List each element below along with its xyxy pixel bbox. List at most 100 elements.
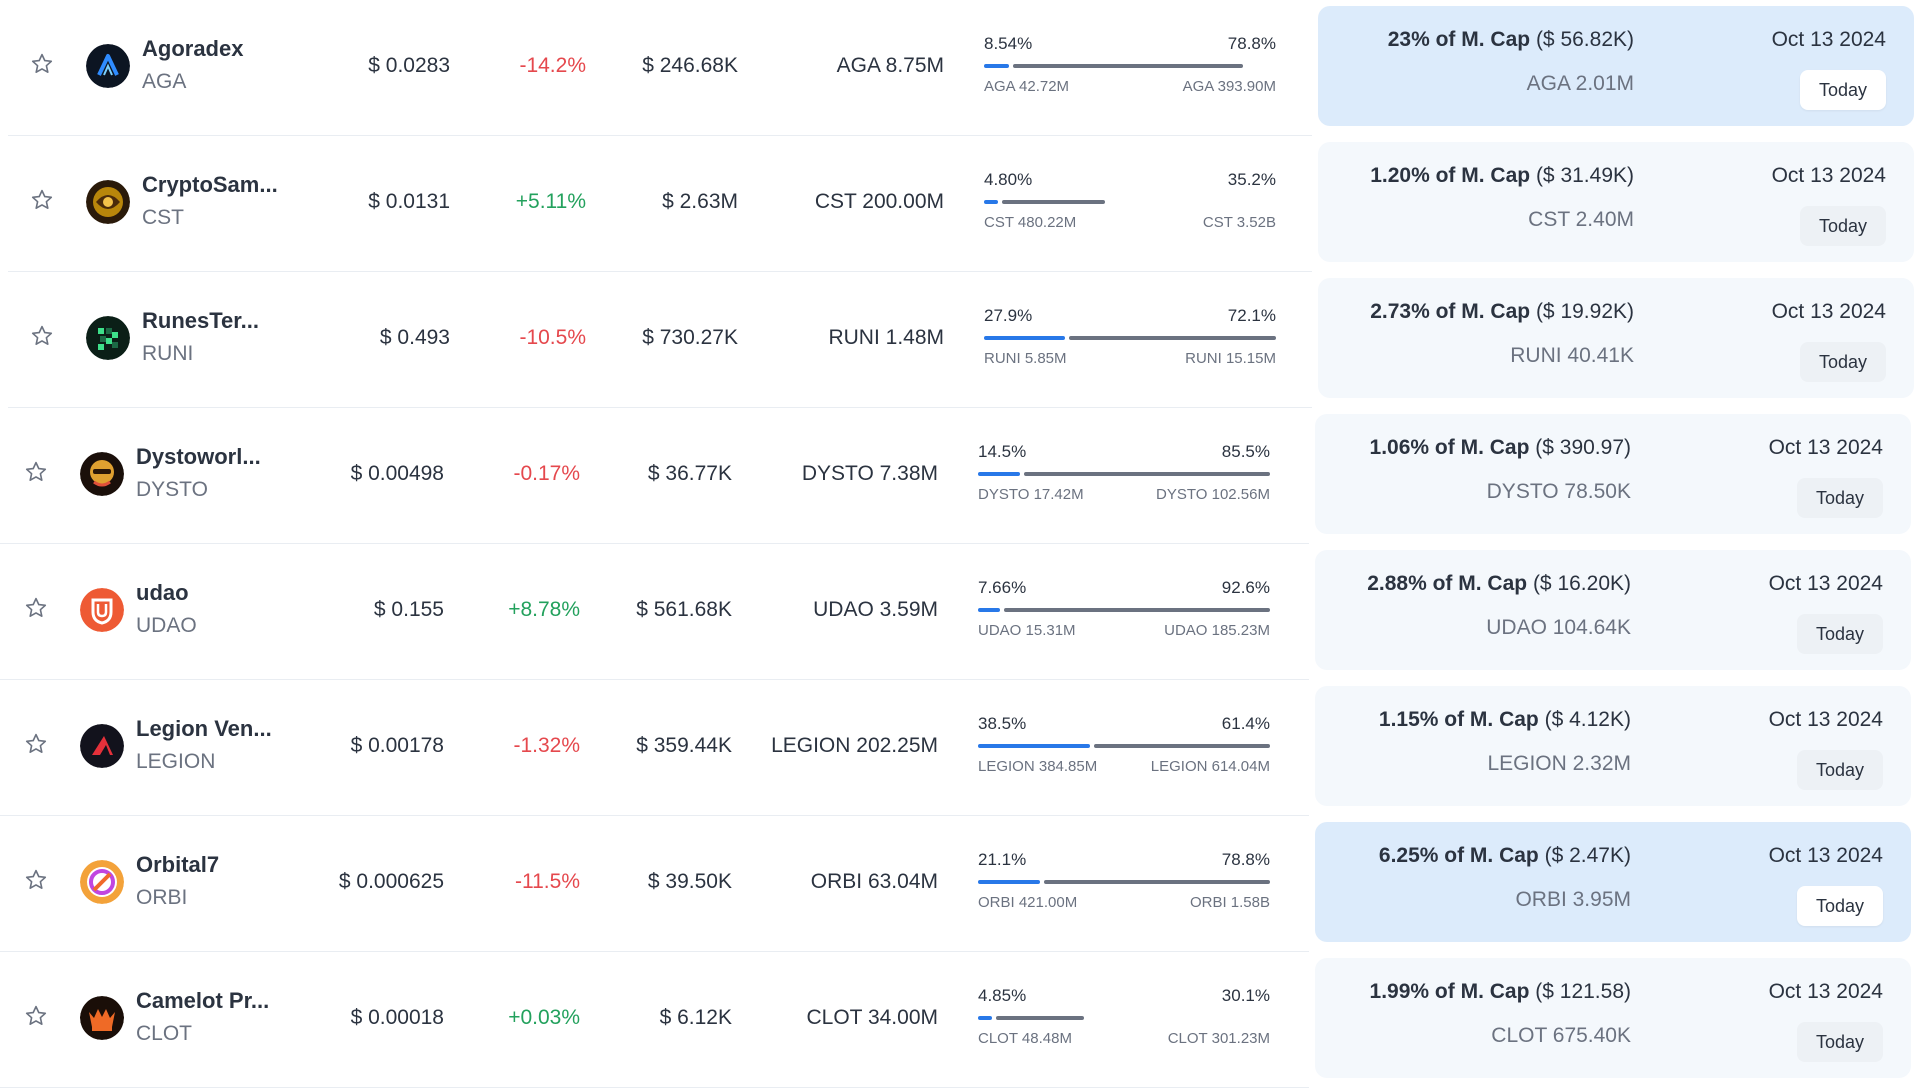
next-unlock-value: ($ 56.82K) (1535, 28, 1634, 51)
price-change: -0.17% (513, 462, 580, 485)
progress-track (978, 472, 1270, 476)
star-icon[interactable] (24, 460, 48, 484)
next-unlock-panel[interactable]: 2.88% of M. Cap ($ 16.20K) UDAO 104.64K Oc… (1315, 550, 1911, 670)
market-cap: $ 36.77K (647, 462, 732, 485)
token-name[interactable]: RunesTer... (142, 308, 259, 333)
star-icon[interactable] (24, 1004, 48, 1028)
unlock-progress: 4.80% 35.2% CST 480.22M CST 3.52B (984, 170, 1276, 240)
next-unlock-share-pct: 1.15% of M. Cap (1378, 708, 1539, 731)
star-icon[interactable] (30, 52, 54, 76)
next-unlock-date: Oct 13 2024 (1768, 572, 1883, 595)
market-cap: $ 359.44K (636, 734, 732, 757)
next-unlock-share-pct: 1.06% of M. Cap (1369, 436, 1530, 459)
today-badge[interactable]: Today (1800, 70, 1886, 110)
next-unlock-panel[interactable]: 2.73% of M. Cap ($ 19.92K) RUNI 40.41K Oct… (1318, 278, 1914, 398)
locked-percent: 61.4% (1221, 714, 1270, 733)
next-unlock-date: Oct 13 2024 (1771, 300, 1886, 323)
token-symbol: UDAO (136, 614, 197, 637)
progress-track (978, 1016, 1270, 1020)
today-badge[interactable]: Today (1797, 750, 1883, 790)
star-icon[interactable] (24, 596, 48, 620)
locked-amount: UDAO 185.23M (1164, 622, 1270, 639)
token-name[interactable]: Orbital7 (136, 852, 220, 877)
next-unlock-amount: CLOT 675.40K (1491, 1024, 1631, 1047)
star-icon[interactable] (30, 324, 54, 348)
table-row[interactable]: Orbital7 ORBI $ 0.000625 -11.5% $ 39.50K ORBI… (0, 816, 1920, 952)
unlock-progress: 38.5% 61.4% LEGION 384.85M LEGION 614.04M (978, 714, 1270, 784)
circulating-supply: RUNI 1.48M (828, 326, 944, 349)
next-unlock-date: Oct 13 2024 (1768, 980, 1883, 1003)
market-cap: $ 730.27K (642, 326, 738, 349)
star-icon[interactable] (30, 188, 54, 212)
agoradex-logo-icon (86, 44, 130, 88)
market-cap: $ 39.50K (647, 870, 732, 893)
today-badge[interactable]: Today (1797, 1022, 1883, 1062)
progress-unlocked-segment (978, 1016, 992, 1020)
next-unlock-amount: ORBI 3.95M (1515, 888, 1631, 911)
unlocked-amount: CST 480.22M (984, 214, 1077, 231)
token-name[interactable]: Camelot Pr... (136, 988, 270, 1013)
next-unlock-share: 6.25% of M. Cap ($ 2.47K) (1379, 844, 1631, 868)
table-row[interactable]: udao UDAO $ 0.155 +8.78% $ 561.68K UDAO 3.59M… (0, 544, 1920, 680)
token-symbol: CST (142, 206, 184, 229)
price-change: -14.2% (519, 54, 586, 77)
table-row[interactable]: Camelot Pr... CLOT $ 0.00018 +0.03% $ 6.12K C… (0, 952, 1920, 1088)
next-unlock-panel[interactable]: 1.20% of M. Cap ($ 31.49K) CST 2.40M Oct 1… (1318, 142, 1914, 262)
circulating-supply: DYSTO 7.38M (801, 462, 938, 485)
locked-percent: 72.1% (1227, 306, 1276, 325)
token-name[interactable]: Dystoworl... (136, 444, 261, 469)
next-unlock-amount: AGA 2.01M (1526, 72, 1634, 95)
next-unlock-date: Oct 13 2024 (1768, 436, 1883, 459)
token-name[interactable]: udao (136, 580, 189, 605)
camelot-protocol-logo-icon (80, 996, 124, 1040)
today-badge[interactable]: Today (1797, 478, 1883, 518)
next-unlock-panel[interactable]: 1.15% of M. Cap ($ 4.12K) LEGION 2.32M Oct… (1315, 686, 1911, 806)
star-icon[interactable] (24, 732, 48, 756)
next-unlock-value: ($ 16.20K) (1532, 572, 1631, 595)
token-name[interactable]: Legion Ven... (136, 716, 272, 741)
unlock-progress: 14.5% 85.5% DYSTO 17.42M DYSTO 102.56M (978, 442, 1270, 512)
locked-amount: DYSTO 102.56M (1156, 486, 1270, 503)
token-name[interactable]: CryptoSam... (142, 172, 278, 197)
token-name[interactable]: Agoradex (142, 36, 244, 61)
circulating-supply: UDAO 3.59M (813, 598, 938, 621)
unlocked-amount: CLOT 48.48M (978, 1030, 1072, 1047)
token-price: $ 0.000625 (338, 870, 444, 893)
progress-locked-segment (1013, 64, 1243, 68)
next-unlock-panel[interactable]: 23% of M. Cap ($ 56.82K) AGA 2.01M Oct 13 … (1318, 6, 1914, 126)
unlock-progress: 27.9% 72.1% RUNI 5.85M RUNI 15.15M (984, 306, 1276, 376)
today-badge[interactable]: Today (1800, 206, 1886, 246)
progress-track (984, 336, 1276, 340)
row-divider (0, 951, 1309, 952)
next-unlock-share-pct: 2.73% of M. Cap (1370, 300, 1531, 323)
price-change: -10.5% (519, 326, 586, 349)
table-row[interactable]: Legion Ven... LEGION $ 0.00178 -1.32% $ 359.… (0, 680, 1920, 816)
table-row[interactable]: RunesTer... RUNI $ 0.493 -10.5% $ 730.27K RUN… (0, 272, 1920, 408)
row-divider (0, 679, 1309, 680)
today-badge[interactable]: Today (1797, 886, 1883, 926)
locked-amount: CLOT 301.23M (1167, 1030, 1270, 1047)
locked-percent: 92.6% (1221, 578, 1270, 597)
token-price: $ 0.00178 (350, 734, 444, 757)
price-change: +0.03% (508, 1006, 580, 1029)
next-unlock-share: 1.15% of M. Cap ($ 4.12K) (1379, 708, 1631, 732)
next-unlock-value: ($ 31.49K) (1535, 164, 1634, 187)
locked-amount: AGA 393.90M (1182, 78, 1276, 95)
star-icon[interactable] (24, 868, 48, 892)
price-change: +8.78% (508, 598, 580, 621)
progress-unlocked-segment (984, 200, 998, 204)
unlocked-percent: 4.85% (978, 986, 1027, 1005)
next-unlock-value: ($ 19.92K) (1535, 300, 1634, 323)
next-unlock-panel[interactable]: 6.25% of M. Cap ($ 2.47K) ORBI 3.95M Oct 1… (1315, 822, 1911, 942)
table-row[interactable]: Dystoworl... DYSTO $ 0.00498 -0.17% $ 36.77K… (0, 408, 1920, 544)
table-row[interactable]: Agoradex AGA $ 0.0283 -14.2% $ 246.68K AGA 8.… (0, 0, 1920, 136)
row-divider (0, 815, 1309, 816)
next-unlock-panel[interactable]: 1.06% of M. Cap ($ 390.97) DYSTO 78.50K Oc… (1315, 414, 1911, 534)
progress-track (978, 744, 1270, 748)
locked-amount: RUNI 15.15M (1185, 350, 1276, 367)
table-row[interactable]: CryptoSam... CST $ 0.0131 +5.11% $ 2.63M CST … (0, 136, 1920, 272)
today-badge[interactable]: Today (1800, 342, 1886, 382)
next-unlock-panel[interactable]: 1.99% of M. Cap ($ 121.58) CLOT 675.40K Oc… (1315, 958, 1911, 1078)
token-price: $ 0.155 (373, 598, 444, 621)
today-badge[interactable]: Today (1797, 614, 1883, 654)
